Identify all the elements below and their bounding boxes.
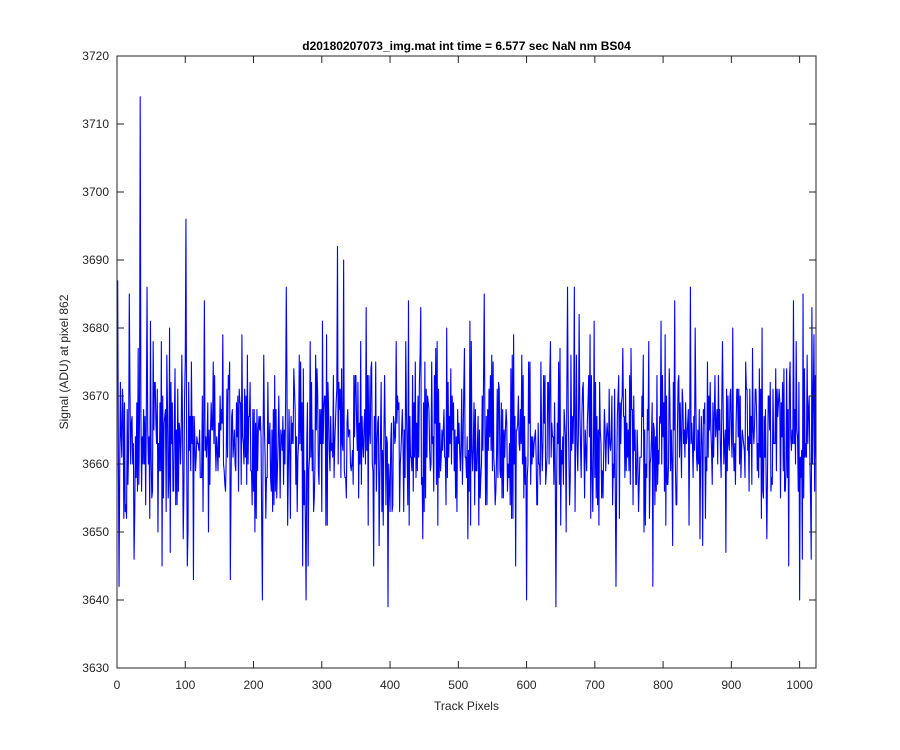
x-tick-label: 300 bbox=[312, 678, 332, 692]
x-axis-label: Track Pixels bbox=[434, 699, 499, 713]
y-tick-label: 3680 bbox=[82, 321, 109, 335]
series-line bbox=[117, 96, 817, 608]
y-tick-label: 3670 bbox=[82, 389, 109, 403]
axes-box bbox=[116, 55, 817, 669]
y-tick-label: 3650 bbox=[82, 525, 109, 539]
x-tick-label: 0 bbox=[114, 678, 121, 692]
plot-area bbox=[117, 56, 816, 668]
y-tick-label: 3720 bbox=[82, 49, 109, 63]
y-tick-label: 3640 bbox=[82, 593, 109, 607]
y-tick-label: 3700 bbox=[82, 185, 109, 199]
x-tick-label: 200 bbox=[244, 678, 264, 692]
y-tick-label: 3710 bbox=[82, 117, 109, 131]
x-tick-label: 900 bbox=[721, 678, 741, 692]
y-axis-label: Signal (ADU) at pixel 862 bbox=[57, 294, 71, 429]
x-tick-label: 800 bbox=[653, 678, 673, 692]
x-tick-label: 500 bbox=[448, 678, 468, 692]
y-tick-label: 3660 bbox=[82, 457, 109, 471]
x-tick-label: 1000 bbox=[786, 678, 813, 692]
x-tick-label: 600 bbox=[517, 678, 537, 692]
y-tick-label: 3690 bbox=[82, 253, 109, 267]
chart-title: d20180207073_img.mat int time = 6.577 se… bbox=[302, 39, 631, 53]
x-tick-label: 700 bbox=[585, 678, 605, 692]
x-tick-label: 100 bbox=[175, 678, 195, 692]
ticks-layer: 0 100 200 300 400 500 600 700 800 900 1000 3630 3640… bbox=[82, 49, 816, 692]
x-tick-label: 400 bbox=[380, 678, 400, 692]
data-layer bbox=[117, 96, 817, 608]
y-tick-label: 3630 bbox=[82, 661, 109, 675]
